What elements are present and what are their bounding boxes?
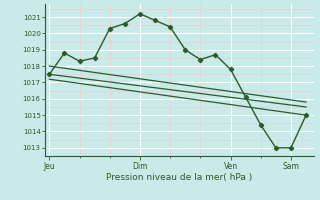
X-axis label: Pression niveau de la mer( hPa ): Pression niveau de la mer( hPa ) [106,173,252,182]
